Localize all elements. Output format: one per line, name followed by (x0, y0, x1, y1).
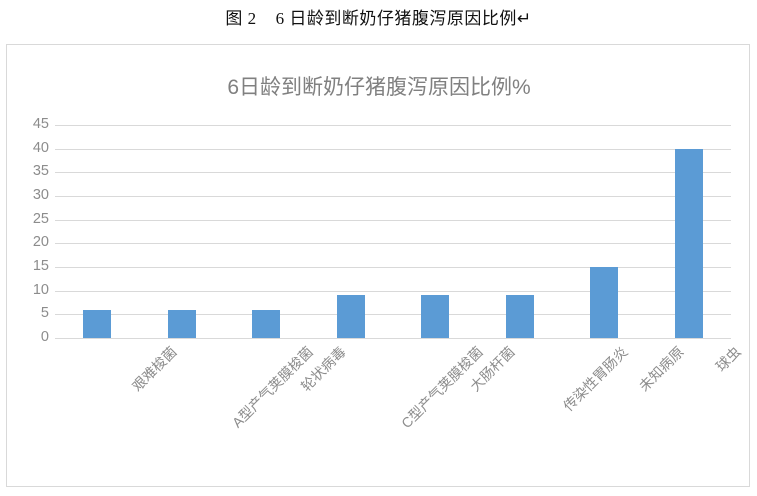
y-axis-tick-label: 30 (32, 187, 49, 203)
y-axis-tick-label: 20 (32, 234, 49, 251)
gridline (55, 219, 731, 221)
y-axis-tick-label: 5 (40, 305, 49, 322)
y-axis-tick-label: 35 (32, 163, 49, 180)
bar[interactable] (83, 309, 112, 338)
figure-caption: 图 2 6 日龄到断奶仔猪腹泻原因比例↵ (225, 9, 532, 28)
y-axis-tick-label: 25 (32, 210, 49, 227)
gridline (55, 290, 731, 292)
bar[interactable] (252, 309, 281, 338)
x-axis-category-labels: 艰难梭菌 A型产气荚膜梭菌 轮状病毒 C型产气荚膜梭菌 大肠杆菌 传染性胃肠炎 未知病原 球虫 (55, 342, 743, 482)
y-axis-tick-label: 0 (40, 329, 49, 345)
bar[interactable] (505, 295, 534, 338)
x-axis-category-label: 传染性胃肠炎 (559, 343, 631, 415)
gridline (55, 267, 731, 268)
gridline (55, 148, 731, 150)
y-axis-tick-label: 15 (32, 258, 49, 274)
gridline (55, 338, 731, 339)
y-axis-tick-label: 45 (32, 116, 49, 132)
bar[interactable] (590, 267, 619, 338)
gridline (55, 196, 731, 197)
bar[interactable] (674, 148, 703, 338)
gridline (55, 243, 731, 245)
y-axis-tick-label: 10 (32, 281, 49, 298)
x-axis-category-label: 艰难梭菌 (129, 343, 180, 395)
x-axis-category-label: 未知病原 (636, 343, 687, 395)
bar-series (55, 121, 731, 338)
y-axis-tick-label: 40 (32, 139, 49, 156)
bar[interactable] (421, 295, 450, 338)
chart-title: 6日龄到断奶仔猪腹泻原因比例% (227, 76, 531, 99)
gridline (55, 172, 731, 174)
bar[interactable] (336, 295, 365, 338)
gridline (55, 125, 731, 126)
gridline (55, 314, 731, 316)
chart-container: 6日龄到断奶仔猪腹泻原因比例% 45 40 35 30 25 20 15 10 5 0 艰难梭菌 A… (6, 44, 750, 487)
x-axis-category-label: 球虫 (712, 343, 744, 375)
plot-area: 45 40 35 30 25 20 15 10 5 0 (33, 117, 731, 344)
bar[interactable] (167, 309, 196, 338)
